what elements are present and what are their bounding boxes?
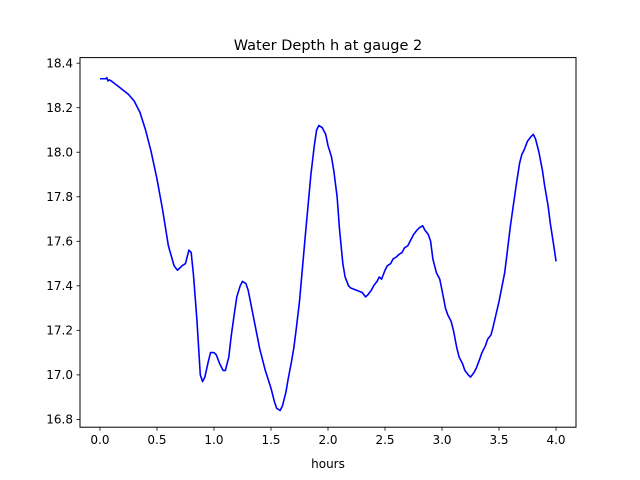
plot-area xyxy=(99,76,557,412)
chart-title: Water Depth h at gauge 2 xyxy=(234,38,422,54)
y-tick-label: 16.8 xyxy=(46,413,73,427)
y-tick-label: 18.4 xyxy=(46,56,73,70)
x-tick-label: 1.0 xyxy=(204,433,223,447)
x-tick-label: 0.5 xyxy=(147,433,166,447)
y-tick-label: 17.8 xyxy=(46,190,73,204)
y-tick-label: 18.2 xyxy=(46,101,73,115)
y-tick-label: 18.0 xyxy=(46,145,73,159)
x-tick-label: 4.0 xyxy=(546,433,565,447)
y-tick-label: 17.6 xyxy=(46,234,73,248)
y-tick-label: 17.4 xyxy=(46,279,73,293)
x-tick-label: 0.0 xyxy=(90,433,109,447)
y-axis: 16.8 17.0 17.2 17.4 17.6 17.8 18.0 18.2 18.4 xyxy=(46,56,80,427)
x-axis: 0.0 0.5 1.0 1.5 2.0 2.5 3.0 3.5 4.0 xyxy=(90,427,566,447)
axes-frame xyxy=(79,57,577,428)
x-tick-label: 2.0 xyxy=(318,433,337,447)
x-tick-label: 2.5 xyxy=(375,433,394,447)
x-tick-label: 3.0 xyxy=(432,433,451,447)
x-tick-label: 1.5 xyxy=(261,433,280,447)
series-line xyxy=(99,76,557,412)
x-axis-label: hours xyxy=(311,457,345,471)
y-tick-label: 17.2 xyxy=(46,324,73,338)
x-tick-label: 3.5 xyxy=(489,433,508,447)
y-tick-label: 17.0 xyxy=(46,368,73,382)
